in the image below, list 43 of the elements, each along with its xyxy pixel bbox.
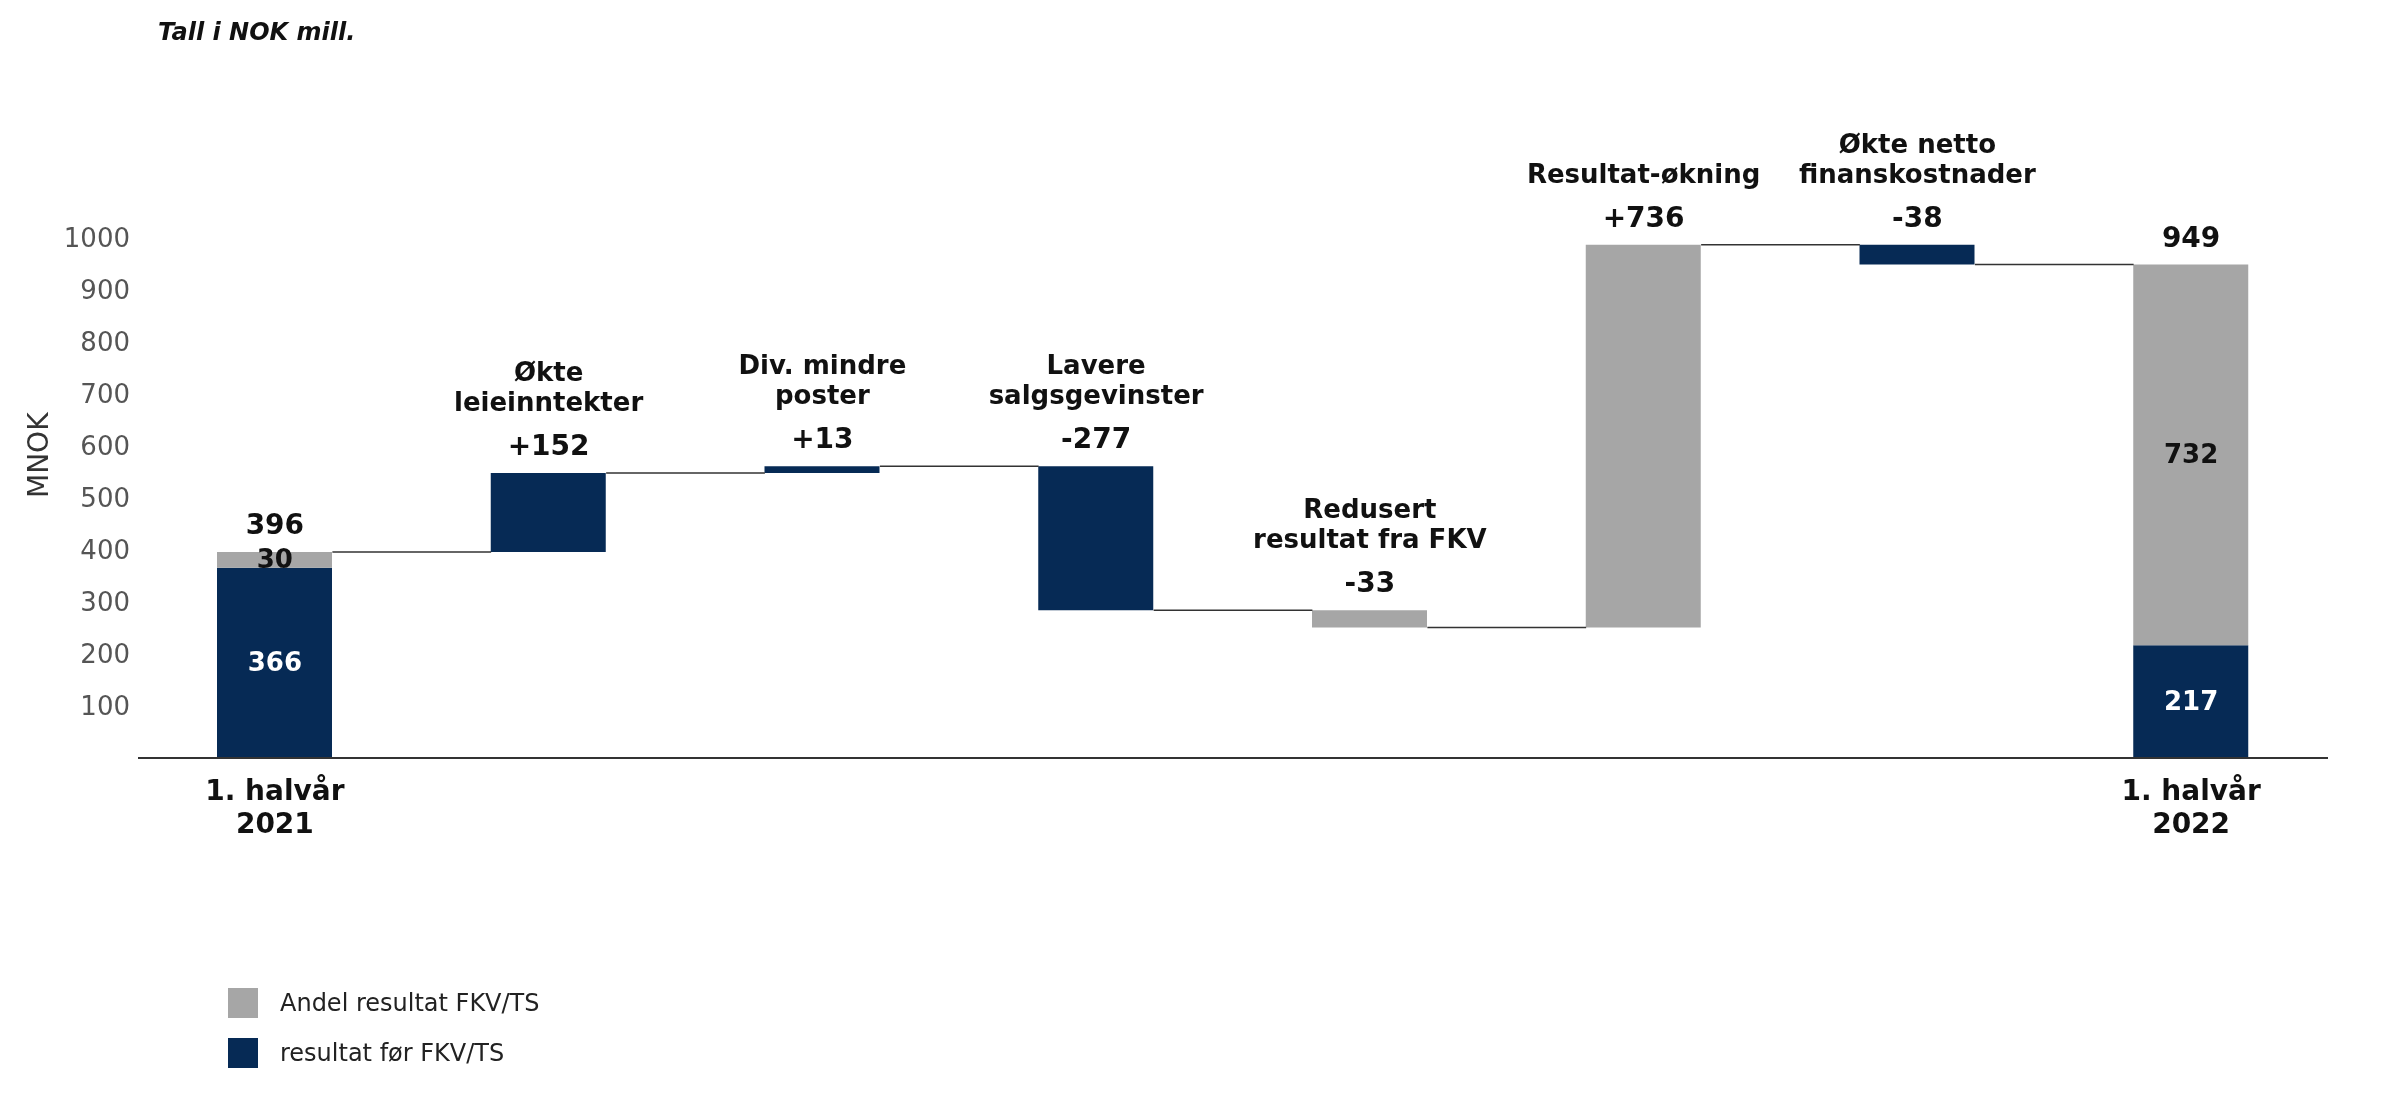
y-tick-label: 800 (80, 327, 130, 358)
total-label: +736 (1601, 200, 1686, 234)
x-tick-label: 1. halvår 2022 (2120, 774, 2262, 840)
data-label: 30 (255, 543, 294, 574)
total-label: 949 (2160, 220, 2222, 254)
total-label: -33 (1343, 566, 1397, 600)
legend-label: resultat før FKV/TS (280, 1039, 505, 1067)
data-label: 732 (2163, 438, 2220, 469)
y-tick-label: 900 (80, 275, 130, 306)
x-tick-label: Div. mindre poster (737, 350, 908, 411)
bar (217, 567, 332, 758)
x-tick-label: Økte netto finanskostnader (1797, 128, 2037, 189)
y-tick-label: 1000 (63, 223, 130, 254)
x-tick-label: Lavere salgsgevinster (987, 350, 1205, 411)
y-tick-label: 400 (80, 535, 130, 566)
x-tick-label: 1. halvår 2021 (204, 774, 346, 840)
bar (1312, 610, 1427, 628)
y-axis-title: MNOK (21, 411, 55, 498)
bar (1859, 244, 1975, 265)
data-label: 366 (246, 646, 303, 677)
total-label: 396 (244, 508, 306, 542)
data-label: 217 (2163, 685, 2220, 716)
text: Tall i NOK mill. (158, 18, 356, 46)
total-label: +13 (790, 422, 855, 456)
bar (1585, 244, 1701, 628)
total-label: +152 (506, 429, 591, 463)
x-tick-label: Resultat-økning (1525, 158, 1762, 189)
bar (2133, 645, 2249, 758)
y-tick-label: 500 (80, 483, 130, 514)
y-tick-label: 600 (80, 431, 130, 462)
x-tick-label: Redusert resultat fra FKV (1252, 494, 1488, 555)
y-tick-label: 100 (80, 691, 130, 722)
y-tick-label: 700 (80, 379, 130, 410)
legend-label: Andel resultat FKV/TS (280, 989, 540, 1017)
bar (490, 473, 606, 553)
bar (1038, 466, 1154, 611)
x-tick-label: Økte leieinntekter (453, 357, 645, 418)
total-label: -38 (1891, 200, 1944, 234)
bar (764, 466, 880, 474)
total-label: -277 (1060, 422, 1133, 456)
y-tick-label: 200 (80, 639, 130, 670)
y-tick-label: 300 (80, 587, 130, 618)
bar (2133, 264, 2249, 646)
